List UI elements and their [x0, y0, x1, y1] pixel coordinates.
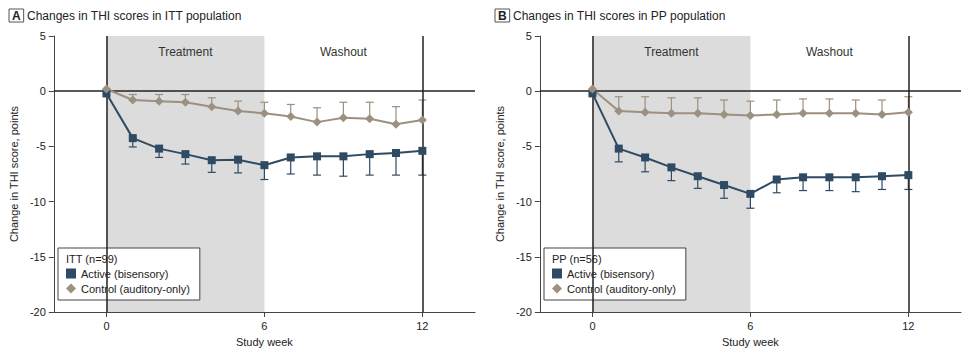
svg-text:Changes in THI scores in PP po: Changes in THI scores in PP population	[510, 9, 726, 23]
svg-text:Treatment: Treatment	[644, 45, 699, 59]
svg-text:0: 0	[103, 320, 109, 332]
svg-text:-15: -15	[516, 251, 532, 263]
svg-text:5: 5	[40, 30, 46, 42]
svg-text:Washout: Washout	[320, 45, 368, 59]
svg-text:Study week: Study week	[722, 336, 779, 348]
svg-text:-20: -20	[30, 306, 46, 318]
svg-text:6: 6	[261, 320, 267, 332]
svg-text:6: 6	[747, 320, 753, 332]
svg-text:Active (bisensory): Active (bisensory)	[81, 268, 168, 280]
svg-text:12: 12	[416, 320, 428, 332]
svg-text:0: 0	[40, 85, 46, 97]
svg-text:PP (n=56): PP (n=56)	[552, 253, 602, 265]
svg-text:-5: -5	[36, 140, 46, 152]
svg-text:-5: -5	[522, 140, 532, 152]
svg-text:5: 5	[526, 30, 532, 42]
svg-text:Control (auditory-only): Control (auditory-only)	[81, 283, 190, 295]
svg-text:0: 0	[589, 320, 595, 332]
svg-text:Changes in THI scores in ITT p: Changes in THI scores in ITT population	[24, 9, 242, 23]
svg-text:-15: -15	[30, 251, 46, 263]
svg-text:-20: -20	[516, 306, 532, 318]
svg-text:12: 12	[902, 320, 914, 332]
svg-text:-10: -10	[516, 196, 532, 208]
svg-text:Control (auditory-only): Control (auditory-only)	[567, 283, 676, 295]
svg-text:Washout: Washout	[806, 45, 854, 59]
svg-text:0: 0	[526, 85, 532, 97]
svg-text:B: B	[498, 9, 507, 23]
svg-text:-10: -10	[30, 196, 46, 208]
svg-text:Study week: Study week	[236, 336, 293, 348]
svg-text:Change in THI score, points: Change in THI score, points	[494, 105, 506, 242]
svg-text:A: A	[12, 9, 21, 23]
svg-text:Active (bisensory): Active (bisensory)	[567, 268, 654, 280]
svg-text:Change in THI score, points: Change in THI score, points	[8, 105, 20, 242]
svg-text:Treatment: Treatment	[158, 45, 213, 59]
svg-text:ITT (n=99): ITT (n=99)	[66, 253, 117, 265]
